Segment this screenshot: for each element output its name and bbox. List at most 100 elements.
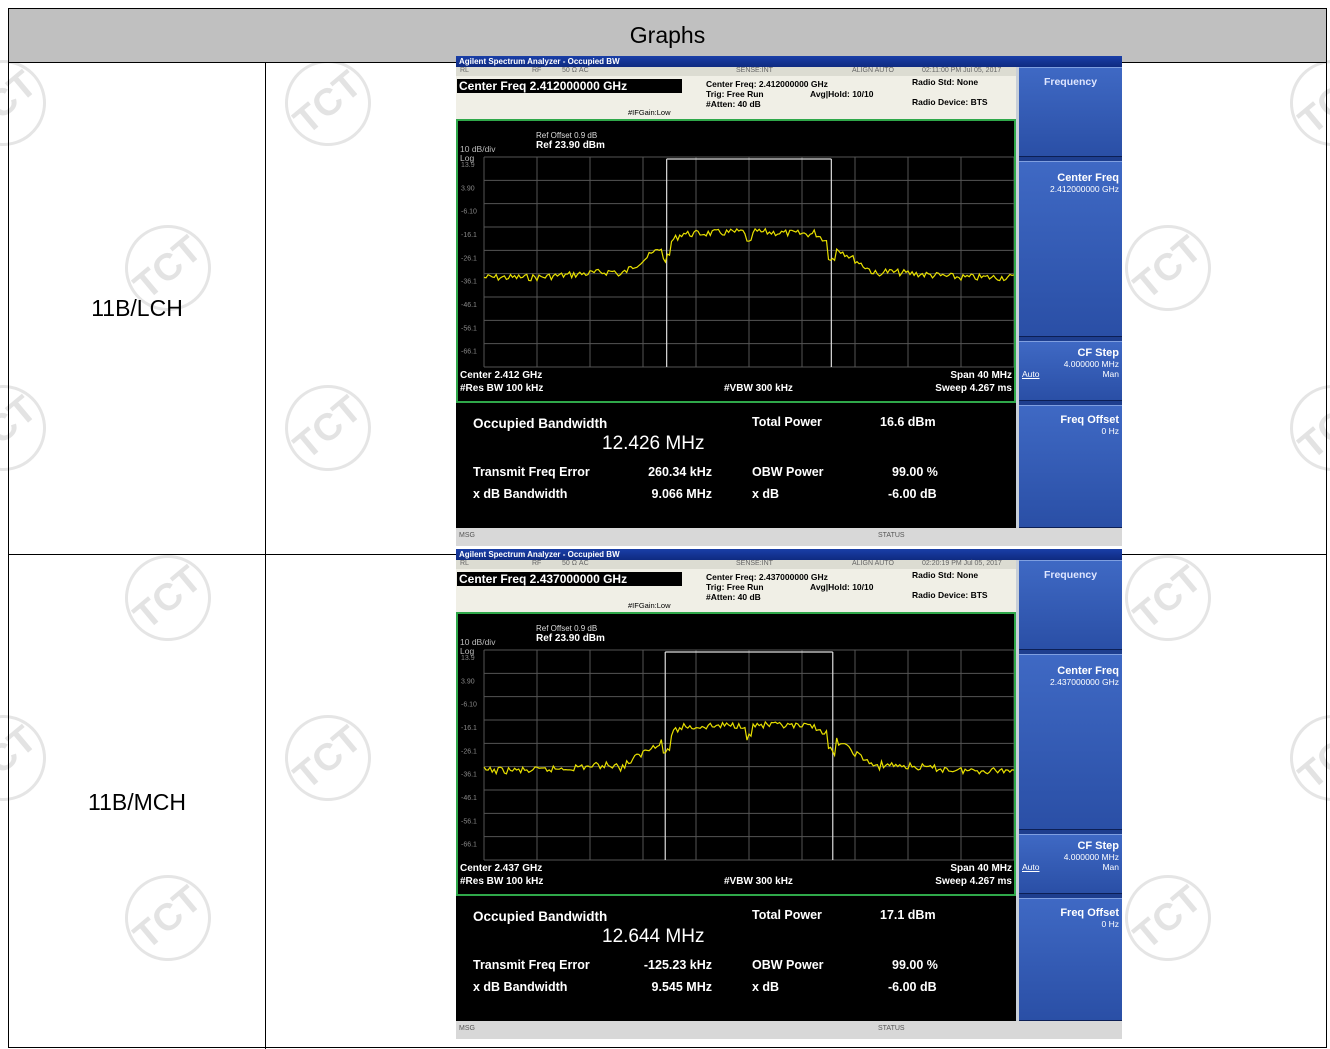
xdb-value: -6.00 dB bbox=[888, 487, 937, 501]
status-impedance: 50 Ω AC bbox=[562, 560, 589, 567]
info-trig: Trig: Free Run bbox=[706, 582, 764, 592]
span-label: Span 40 MHz bbox=[950, 863, 1012, 874]
y-tick-label: -6.10 bbox=[461, 209, 477, 216]
radio-device: Radio Device: BTS bbox=[912, 97, 988, 107]
info-atten: #Atten: 40 dB bbox=[706, 592, 761, 602]
y-tick-label: -46.1 bbox=[461, 795, 477, 802]
radio-std: Radio Std: None bbox=[912, 570, 979, 580]
y-tick-label: -26.1 bbox=[461, 255, 477, 262]
ref-offset: Ref Offset 0.9 dB bbox=[536, 131, 598, 140]
row-label: 11B/MCH bbox=[9, 555, 266, 1049]
xdb-label: x dB bbox=[752, 980, 780, 994]
status-sense: SENSE:INT bbox=[736, 67, 773, 74]
row-label: 11B/LCH bbox=[9, 63, 266, 554]
status-align: ALIGN AUTO bbox=[852, 560, 894, 567]
status-bar: MSG STATUS bbox=[456, 528, 1122, 546]
status-datetime: 02:20:19 PM Jul 05, 2017 bbox=[922, 560, 1002, 567]
radio-info: Radio Std: None Radio Device: BTS bbox=[912, 77, 988, 107]
status-rl: RL bbox=[460, 560, 469, 567]
softkey-auto-man: Auto Man bbox=[1019, 862, 1119, 872]
y-tick-label: -16.1 bbox=[461, 232, 477, 239]
trigger-info: Center Freq: 2.437000000 GHz Trig: Free … bbox=[706, 572, 828, 602]
results-panel: Occupied Bandwidth 12.426 MHz Total Powe… bbox=[456, 403, 1016, 528]
table-row: 11B/MCH bbox=[9, 555, 1326, 1049]
y-tick-label: -56.1 bbox=[461, 818, 477, 825]
softkey-cf-step[interactable]: CF Step 4.000000 MHz Auto Man bbox=[1019, 834, 1122, 894]
spectrum-analyzer-screenshot: Agilent Spectrum Analyzer - Occupied BW … bbox=[456, 56, 1122, 546]
table-header: Graphs bbox=[9, 9, 1326, 63]
obw-power-label: OBW Power bbox=[752, 465, 824, 479]
xdb-bandwidth-label: x dB Bandwidth bbox=[473, 980, 568, 994]
scale-per-div: 10 dB/div bbox=[460, 637, 496, 647]
y-tick-label: -66.1 bbox=[461, 349, 477, 356]
center-label: Center 2.437 GHz bbox=[460, 863, 543, 874]
status-align: ALIGN AUTO bbox=[852, 67, 894, 74]
info-if-gain: #IFGain:Low bbox=[628, 108, 671, 117]
softkey-auto-man: Auto Man bbox=[1019, 369, 1119, 379]
y-tick-label: -26.1 bbox=[461, 748, 477, 755]
softkey-cf-step[interactable]: CF Step 4.000000 MHz Auto Man bbox=[1019, 341, 1122, 401]
res-bw-label: #Res BW 100 kHz bbox=[460, 383, 544, 394]
radio-std: Radio Std: None bbox=[912, 77, 979, 87]
y-tick-label: 3.90 bbox=[461, 678, 475, 685]
res-bw-label: #Res BW 100 kHz bbox=[460, 876, 544, 887]
y-tick-label: 13.9 bbox=[461, 655, 475, 662]
radio-device: Radio Device: BTS bbox=[912, 590, 988, 600]
softkey-menu-title: Frequency bbox=[1019, 67, 1122, 157]
softkey-freq-offset[interactable]: Freq Offset 0 Hz bbox=[1019, 898, 1122, 1021]
softkey-freq-offset-value: 0 Hz bbox=[1101, 919, 1119, 929]
softkey-freq-offset[interactable]: Freq Offset 0 Hz bbox=[1019, 405, 1122, 528]
scale-per-div: 10 dB/div bbox=[460, 144, 496, 154]
occ-bw-value: 12.426 MHz bbox=[602, 433, 705, 454]
spectrum-graph: 13.9 3.90 -6.10 -16.1 -26.1 -36.1 -46.1 -56.1 -6… bbox=[456, 612, 1016, 896]
softkey-center-freq-value: 2.437000000 GHz bbox=[1050, 677, 1119, 687]
softkey-center-freq-label: Center Freq bbox=[1057, 665, 1119, 677]
center-label: Center 2.412 GHz bbox=[460, 370, 543, 381]
status-rf: RF bbox=[532, 560, 542, 567]
status-rf: RF bbox=[532, 67, 542, 74]
softkey-man: Man bbox=[1102, 369, 1119, 379]
status-rl: RL bbox=[460, 67, 469, 74]
softkey-cf-step-label: CF Step bbox=[1077, 347, 1119, 359]
msg-label: MSG bbox=[459, 1025, 475, 1032]
spectrum-graph: 13.9 3.90 -6.10 -16.1 -26.1 -36.1 -46.1 -56.1 -6… bbox=[456, 119, 1016, 403]
softkey-cf-step-label: CF Step bbox=[1077, 840, 1119, 852]
xdb-label: x dB bbox=[752, 487, 780, 501]
tx-freq-error-label: Transmit Freq Error bbox=[473, 465, 590, 479]
tx-freq-error-label: Transmit Freq Error bbox=[473, 958, 590, 972]
occ-bw-value: 12.644 MHz bbox=[602, 926, 705, 947]
softkey-center-freq[interactable]: Center Freq 2.412000000 GHz bbox=[1019, 161, 1122, 337]
info-center-freq: Center Freq: 2.412000000 GHz bbox=[706, 79, 828, 89]
log-label: Log bbox=[460, 646, 475, 656]
center-freq-box: Center Freq 2.412000000 GHz bbox=[457, 79, 682, 93]
y-tick-label: -56.1 bbox=[461, 325, 477, 332]
status-sense: SENSE:INT bbox=[736, 560, 773, 567]
y-tick-label: -36.1 bbox=[461, 279, 477, 286]
info-avg-hold: Avg|Hold: 10/10 bbox=[810, 582, 874, 592]
info-avg-hold: Avg|Hold: 10/10 bbox=[810, 89, 874, 99]
obw-power-value: 99.00 % bbox=[892, 465, 938, 479]
info-atten: #Atten: 40 dB bbox=[706, 99, 761, 109]
xdb-bandwidth-value: 9.066 MHz bbox=[651, 487, 712, 501]
spectrum-trace bbox=[483, 720, 1014, 776]
info-trig: Trig: Free Run bbox=[706, 89, 764, 99]
softkey-menu-title: Frequency bbox=[1019, 560, 1122, 650]
total-power-value: 16.6 dBm bbox=[880, 415, 936, 429]
softkey-center-freq-value: 2.412000000 GHz bbox=[1050, 184, 1119, 194]
info-center-freq: Center Freq: 2.437000000 GHz bbox=[706, 572, 828, 582]
measurement-info-bar: RL RF 50 Ω AC SENSE:INT ALIGN AUTO 02:20… bbox=[456, 560, 1016, 612]
obw-power-label: OBW Power bbox=[752, 958, 824, 972]
softkey-center-freq[interactable]: Center Freq 2.437000000 GHz bbox=[1019, 654, 1122, 830]
top-status-row: RL RF 50 Ω AC SENSE:INT ALIGN AUTO 02:11… bbox=[456, 67, 1016, 76]
spectrum-analyzer-screenshot: Agilent Spectrum Analyzer - Occupied BW … bbox=[456, 549, 1122, 1039]
y-tick-label: -16.1 bbox=[461, 725, 477, 732]
total-power-label: Total Power bbox=[752, 908, 822, 922]
softkey-freq-offset-label: Freq Offset bbox=[1060, 907, 1119, 919]
tx-freq-error-value: 260.34 kHz bbox=[648, 465, 712, 479]
status-impedance: 50 Ω AC bbox=[562, 67, 589, 74]
spectrum-trace bbox=[483, 227, 1014, 283]
y-tick-label: 3.90 bbox=[461, 185, 475, 192]
tx-freq-error-value: -125.23 kHz bbox=[643, 958, 712, 972]
y-tick-label: -66.1 bbox=[461, 842, 477, 849]
occ-bw-label: Occupied Bandwidth bbox=[473, 909, 608, 924]
